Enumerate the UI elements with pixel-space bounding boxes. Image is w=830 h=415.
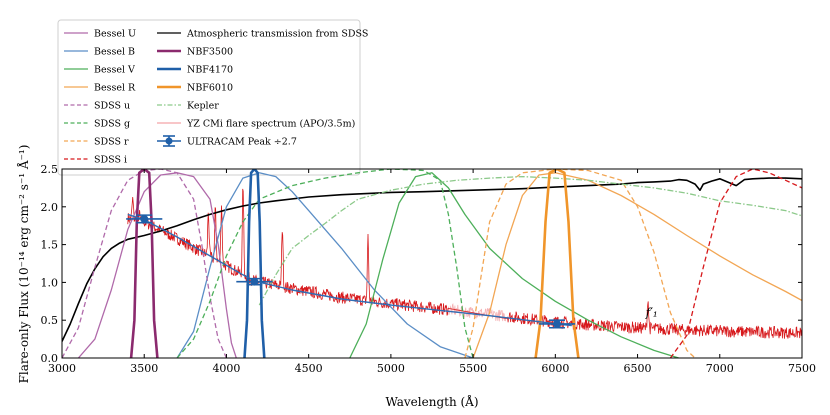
legend-label: SDSS r bbox=[94, 137, 129, 148]
legend-label: NBF4170 bbox=[187, 65, 233, 76]
x-tick-label: 5500 bbox=[459, 362, 487, 375]
legend-entry-nbf3500: NBF3500 bbox=[157, 47, 233, 58]
legend-label: YZ CMi flare spectrum (APO/3.5m) bbox=[186, 119, 355, 130]
x-tick-label: 7500 bbox=[788, 362, 816, 375]
series-nbf4170 bbox=[243, 169, 266, 358]
series-sdss-r bbox=[464, 169, 696, 358]
y-tick-label: 2.5 bbox=[41, 163, 59, 176]
legend-label: NBF3500 bbox=[187, 47, 233, 58]
legend-label: SDSS g bbox=[94, 119, 130, 130]
legend-entry-atmospheric-transmission-from-sdss: Atmospheric transmission from SDSS bbox=[157, 29, 368, 40]
y-tick-label: 0.0 bbox=[41, 352, 59, 365]
series-bessel-u bbox=[77, 172, 237, 358]
x-axis-label: Wavelength (Å) bbox=[385, 394, 478, 409]
series-kepler bbox=[258, 175, 802, 306]
legend-entry-bessel-u: Bessel U bbox=[64, 29, 136, 40]
legend-entry-bessel-r: Bessel R bbox=[64, 83, 136, 94]
legend-box bbox=[57, 19, 361, 176]
x-tick-label: 3500 bbox=[130, 362, 158, 375]
filter-annotation: f′₁ bbox=[645, 305, 658, 319]
legend-entry-yz-cmi-flare-spectrum-apo-3-5m: YZ CMi flare spectrum (APO/3.5m) bbox=[157, 119, 355, 130]
legend-label: SDSS u bbox=[94, 101, 130, 112]
legend-entry-nbf4170: NBF4170 bbox=[157, 65, 233, 76]
x-tick-label: 7000 bbox=[706, 362, 734, 375]
series-bessel-v bbox=[349, 172, 679, 358]
x-axis: 3000 3500 4000 4500 5000 5500 6000 6500 7000 7500 bbox=[48, 169, 816, 375]
x-tick-label: 6000 bbox=[541, 362, 569, 375]
y-tick-label: 1.0 bbox=[41, 276, 59, 289]
legend-label: NBF6010 bbox=[187, 83, 233, 94]
ultracam-point-3 bbox=[538, 319, 576, 329]
x-tick-label: 4500 bbox=[295, 362, 323, 375]
legend-label: ULTRACAM Peak ÷2.7 bbox=[187, 137, 297, 148]
series-model-fit bbox=[127, 213, 572, 327]
legend-label: Bessel B bbox=[94, 47, 135, 58]
series-nbf3500 bbox=[129, 169, 159, 358]
y-tick-label: 0.5 bbox=[41, 314, 59, 327]
legend-label: Bessel R bbox=[94, 83, 136, 94]
plot-frame bbox=[61, 168, 803, 359]
legend-entry-ultracam-peak-2-7: ULTRACAM Peak ÷2.7 bbox=[157, 135, 297, 148]
legend-label: Kepler bbox=[187, 101, 219, 112]
y-axis-label: Flare-only Flux (10⁻¹⁴ erg cm⁻² s⁻¹ Å⁻¹) bbox=[16, 145, 31, 384]
series-nbf6010 bbox=[534, 169, 580, 358]
legend-entry-kepler: Kepler bbox=[157, 101, 219, 112]
series-atmospheric-transmission-from-sdss bbox=[62, 177, 802, 342]
legend-entry-bessel-b: Bessel B bbox=[64, 47, 135, 58]
legend-label: Atmospheric transmission from SDSS bbox=[186, 29, 368, 40]
legend-label: Bessel V bbox=[94, 65, 135, 76]
series-bessel-r bbox=[472, 172, 802, 358]
legend-entry-bessel-v: Bessel V bbox=[64, 65, 135, 76]
x-tick-label: 6500 bbox=[624, 362, 652, 375]
ultracam-point-1 bbox=[126, 214, 163, 224]
legend-label: SDSS i bbox=[94, 155, 127, 166]
ultracam-point-2 bbox=[236, 277, 273, 286]
series-flare-spectrum bbox=[127, 188, 802, 339]
legend-entry-sdss-i: SDSS i bbox=[64, 155, 127, 166]
y-axis: 0.0 0.5 1.0 1.5 2.0 2.5 bbox=[41, 163, 802, 365]
x-tick-label: 4000 bbox=[212, 362, 240, 375]
series-flare-spectrum-faint bbox=[448, 303, 507, 322]
series-sdss-u bbox=[62, 169, 227, 358]
x-tick-label: 3000 bbox=[48, 362, 76, 375]
y-tick-label: 1.5 bbox=[41, 239, 59, 252]
x-tick-label: 5000 bbox=[377, 362, 405, 375]
legend-label: Bessel U bbox=[94, 29, 136, 40]
series-sdss-i bbox=[669, 169, 802, 358]
legend-entry-nbf6010: NBF6010 bbox=[157, 83, 233, 94]
ultracam-points bbox=[126, 214, 576, 329]
legend: Bessel U Bessel B Bessel V Bessel R SDSS u SD… bbox=[57, 19, 368, 176]
series-layer bbox=[62, 169, 802, 358]
y-tick-label: 2.0 bbox=[41, 201, 59, 214]
series-sdss-g bbox=[176, 169, 474, 358]
legend-entry-sdss-u: SDSS u bbox=[64, 101, 130, 112]
legend-entry-sdss-r: SDSS r bbox=[64, 137, 129, 148]
legend-entry-sdss-g: SDSS g bbox=[64, 119, 130, 130]
